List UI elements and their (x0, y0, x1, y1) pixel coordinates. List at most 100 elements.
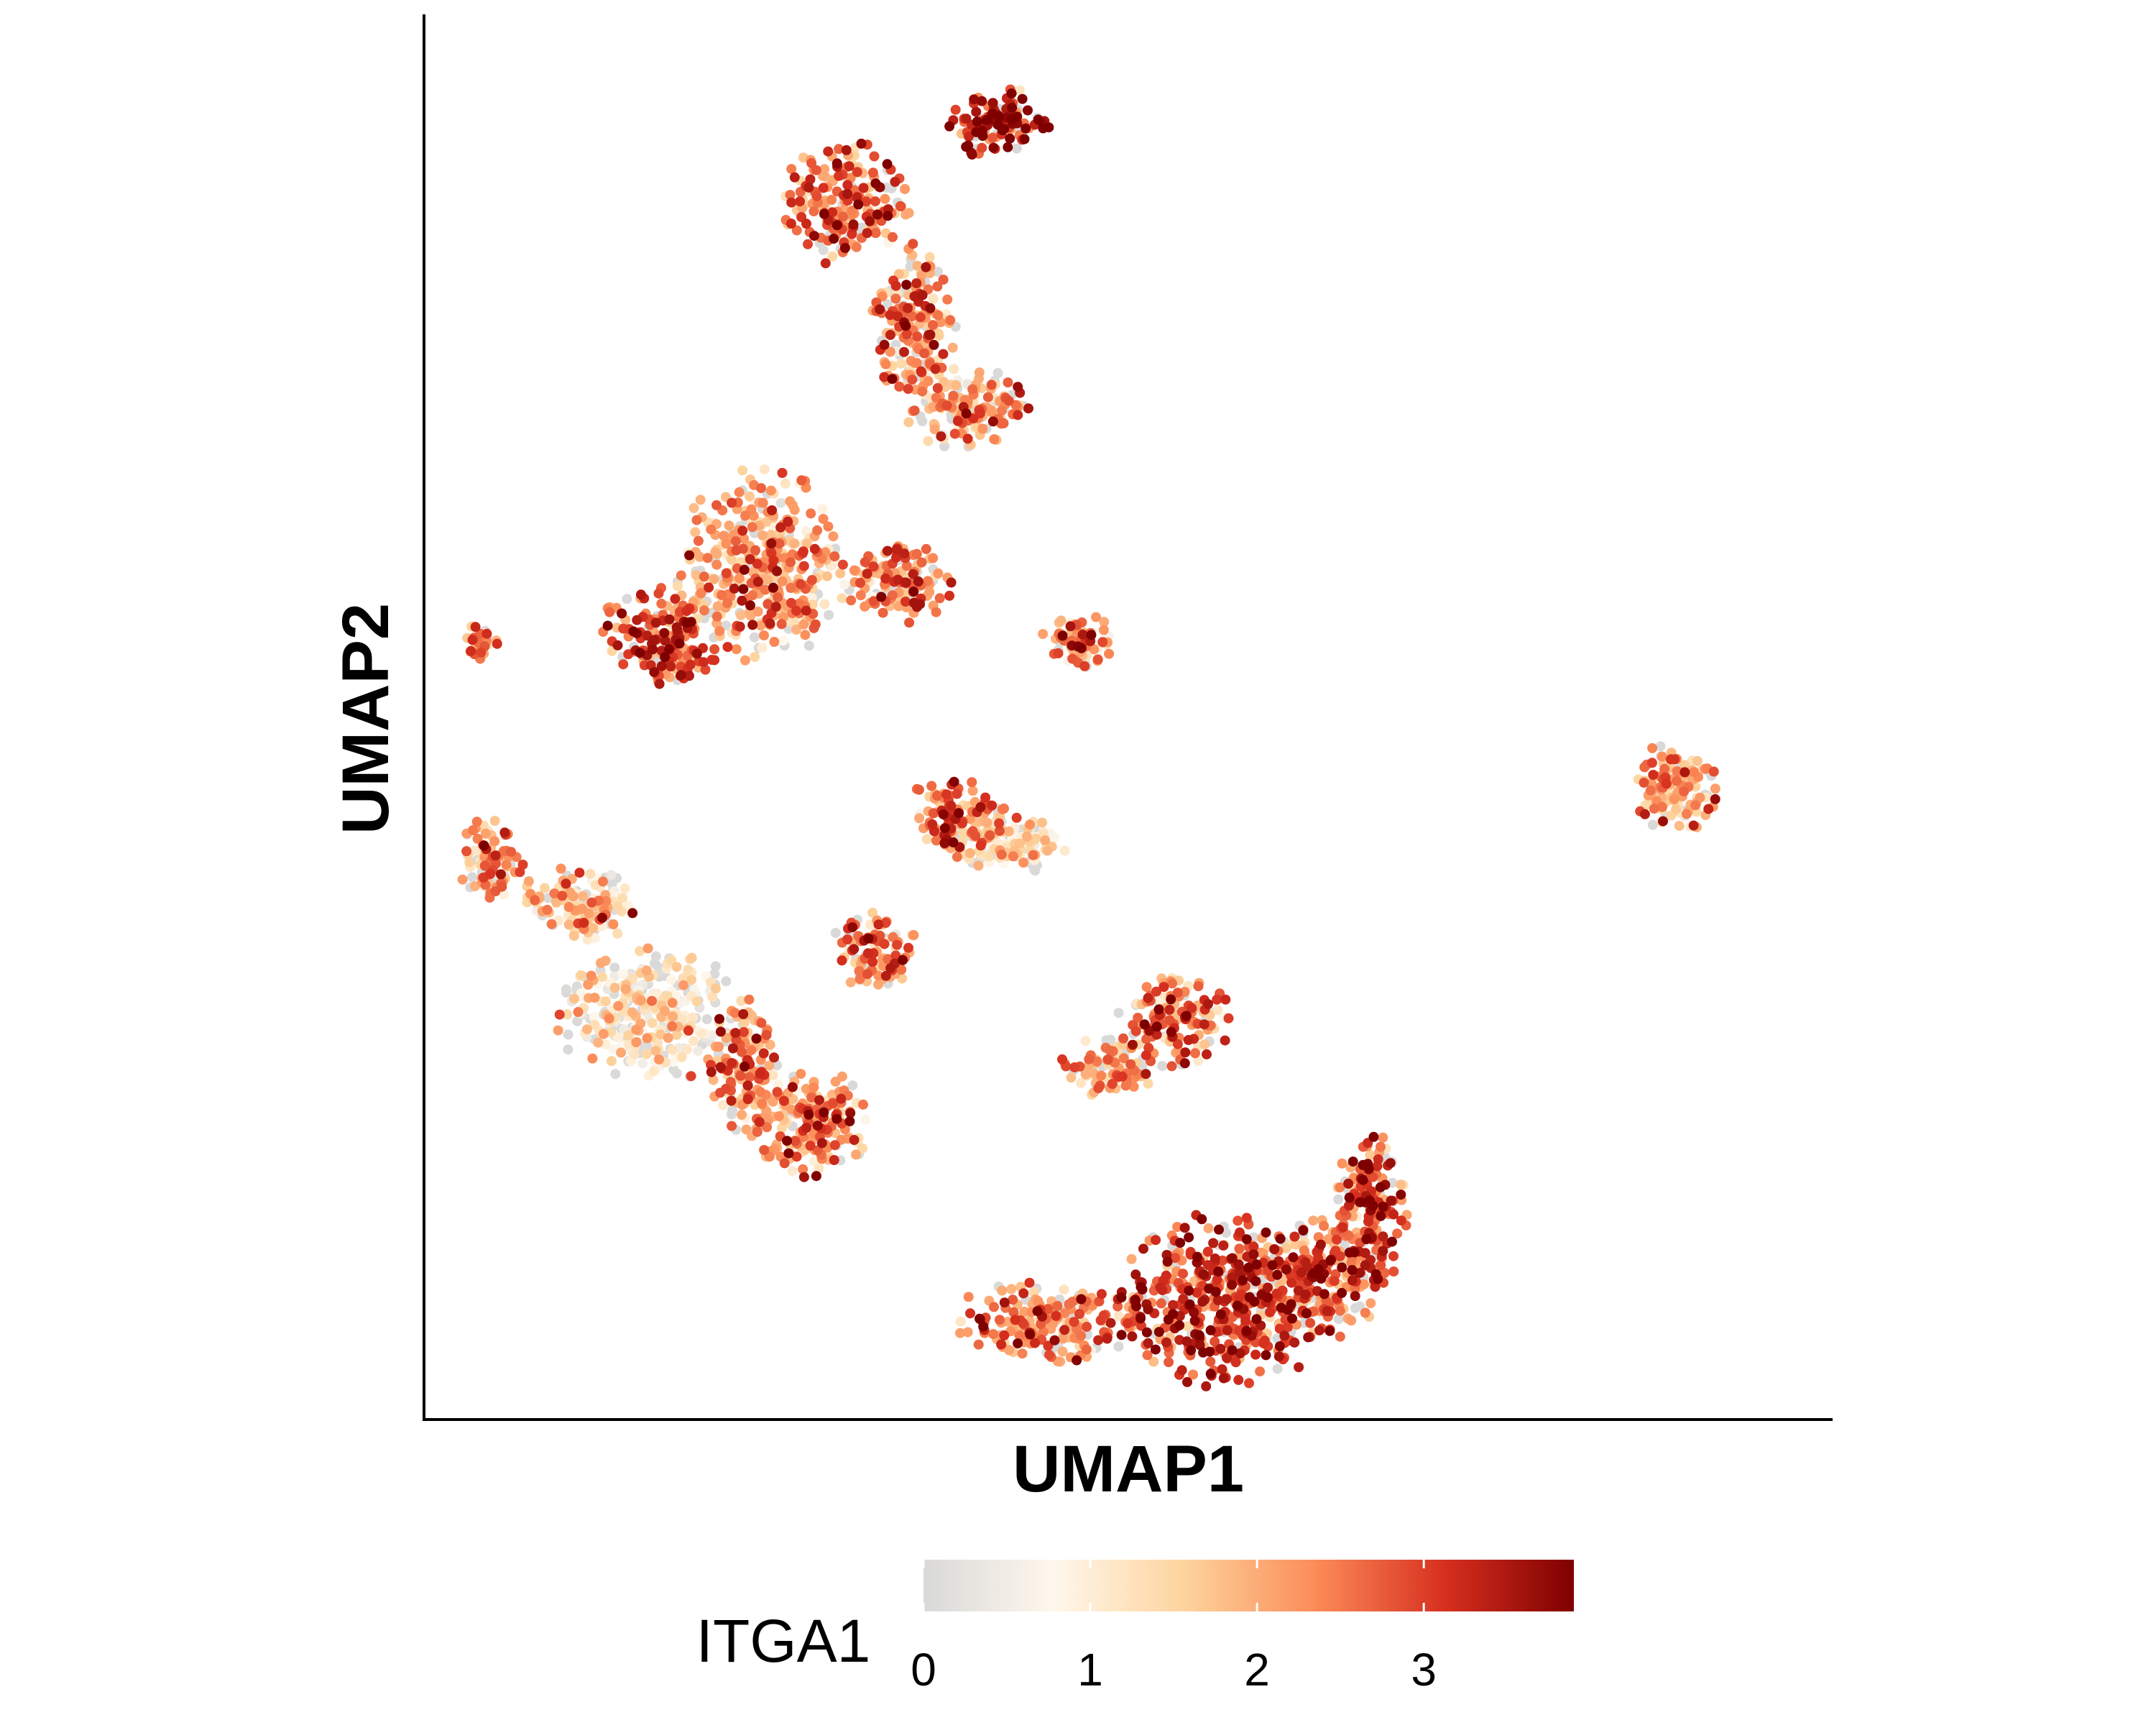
cell-point (1003, 142, 1013, 152)
cell-point (987, 416, 998, 427)
cell-point (1655, 741, 1666, 752)
cell-point (879, 372, 890, 382)
cell-point (790, 1136, 801, 1146)
cell-point (652, 988, 662, 999)
cell-point (617, 893, 628, 903)
cell-point (755, 1087, 766, 1098)
cell-point (975, 801, 986, 812)
cell-point (1042, 845, 1053, 856)
cell-point (1010, 1315, 1021, 1325)
cell-point (1007, 103, 1018, 114)
cell-point (1018, 1288, 1029, 1299)
cell-point (1113, 1008, 1124, 1018)
cell-point (986, 380, 997, 390)
cell-point (930, 364, 941, 374)
cell-point (867, 957, 878, 967)
cell-point (1067, 1297, 1078, 1307)
cell-point (880, 573, 891, 584)
cell-point (946, 577, 957, 588)
cell-point (676, 670, 686, 681)
cell-point (1212, 1005, 1223, 1016)
cell-point (1215, 1343, 1226, 1354)
cell-point (1690, 800, 1701, 811)
cell-point (801, 538, 812, 549)
cell-point (829, 551, 840, 562)
cell-point (908, 586, 919, 597)
cell-point (830, 1076, 841, 1087)
cell-point (917, 290, 928, 300)
cell-point (761, 1030, 772, 1041)
y-axis-label: UMAP2 (329, 603, 402, 834)
cell-point (1182, 1376, 1192, 1387)
cell-point (686, 1071, 696, 1082)
cell-point (702, 553, 713, 564)
cell-point (1179, 1058, 1190, 1069)
cell-point (1373, 1274, 1383, 1284)
cell-point (839, 579, 849, 590)
cell-point (1105, 1045, 1115, 1056)
cell-point (576, 970, 586, 980)
cell-point (819, 208, 829, 219)
cell-point (688, 1012, 699, 1023)
cell-point (647, 1018, 658, 1029)
cell-point (891, 552, 902, 563)
cell-point (745, 554, 755, 564)
cell-point (667, 998, 678, 1008)
cell-point (944, 590, 955, 601)
cell-point (849, 565, 860, 576)
cell-point (471, 816, 482, 827)
cell-point (749, 632, 760, 643)
cell-point (1166, 1061, 1177, 1072)
cell-point (962, 1327, 973, 1338)
cell-point (1189, 1307, 1199, 1317)
cell-point (782, 1136, 793, 1146)
cell-point (631, 1024, 642, 1035)
cell-point (1128, 1039, 1138, 1050)
cell-point (635, 995, 646, 1006)
cell-point (1646, 758, 1657, 768)
cell-point (604, 1013, 614, 1024)
cell-point (806, 508, 816, 519)
cell-point (1076, 643, 1087, 653)
cell-point (977, 126, 987, 137)
cell-point (721, 976, 732, 987)
cell-point (885, 310, 895, 321)
cell-point (1155, 1282, 1166, 1293)
cell-point (573, 1007, 584, 1017)
cell-point (928, 553, 939, 564)
cell-point (925, 303, 936, 313)
cell-point (685, 659, 696, 670)
cell-point (949, 776, 959, 787)
cell-point (798, 619, 809, 630)
cell-point (798, 546, 808, 557)
cell-point (649, 667, 660, 678)
cell-point (1347, 1265, 1358, 1275)
cell-point (1166, 994, 1176, 1005)
cell-point (606, 870, 617, 880)
cell-point (1386, 1195, 1396, 1206)
cell-point (888, 932, 898, 942)
cell-point (1069, 1317, 1079, 1328)
cell-point (1212, 1295, 1223, 1305)
cell-point (1023, 403, 1033, 414)
cell-point (970, 830, 981, 841)
cell-point (588, 923, 599, 934)
cell-point (736, 995, 747, 1006)
cell-point (1184, 1232, 1194, 1243)
cell-point (988, 142, 999, 153)
cell-point (1322, 1305, 1332, 1316)
cell-point (676, 570, 686, 581)
cell-point (769, 637, 780, 647)
cell-point (568, 891, 579, 902)
cell-point (787, 1082, 798, 1092)
cell-point (999, 1297, 1010, 1308)
cell-point (1069, 1062, 1080, 1072)
cell-point (752, 606, 763, 617)
cell-point (805, 174, 816, 185)
cell-point (955, 1328, 965, 1338)
cell-point (798, 1172, 809, 1182)
cell-point (1092, 654, 1103, 665)
cell-point (996, 1339, 1007, 1350)
cell-point (721, 1083, 732, 1094)
cell-point (670, 594, 681, 604)
